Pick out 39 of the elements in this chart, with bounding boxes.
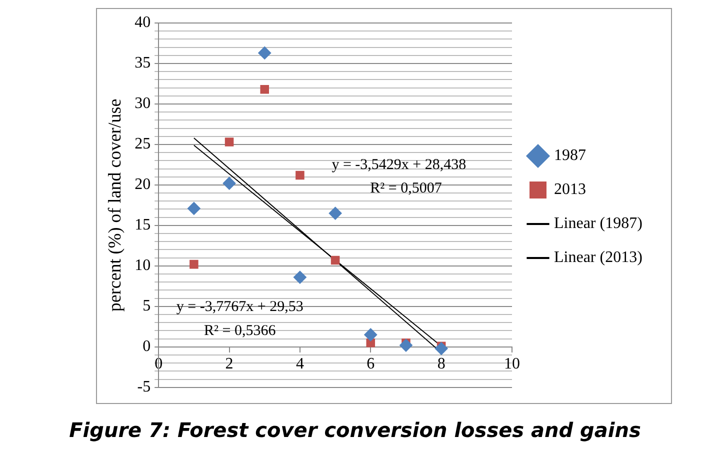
y-tick-label: 0 [142,338,151,356]
point [222,176,236,190]
text: Figure 7: Forest cover conversion losses and gains [68,418,642,442]
y-tick-label: 20 [134,176,151,194]
point [190,260,198,269]
y-tick-label: -5 [137,378,151,396]
y-tick-label: 15 [134,216,151,234]
legend-label: Linear (2013) [554,249,642,266]
y-tick-label: 5 [142,298,151,315]
point [296,170,304,180]
point [399,338,412,352]
x-tick-label: 4 [296,356,304,373]
y-tick-label: 25 [134,136,151,153]
point [187,202,200,215]
legend-label: 2013 [554,181,586,198]
y-tick-label: 35 [134,54,151,72]
y-tick-label: 30 [134,95,151,112]
y-tick-label: 40 [134,14,151,32]
x-tick-label: 8 [437,356,446,373]
point [258,46,272,60]
legend-label: Linear (1987) [554,215,642,232]
y-tick-label: 10 [134,257,151,274]
legend-label: 1987 [554,147,586,164]
annotation: R² = 0,5007 [370,180,442,197]
point [330,256,340,265]
point [434,342,448,356]
annotation: R² = 0,5366 [204,322,276,339]
point [328,206,342,220]
x-tick-label: 2 [225,356,234,373]
x-tick-label: 0 [154,356,163,373]
y-axis-title: percent (%) of land cover/use [104,98,125,312]
point [260,85,270,94]
x-tick-label: 6 [366,356,375,373]
annotation: y = -3,7767x + 29,53 [176,299,304,316]
point [293,270,306,284]
point [224,138,234,146]
point [364,328,378,342]
x-tick-label: 10 [504,356,520,373]
annotation: y = -3,5429x + 28,438 [332,157,466,174]
